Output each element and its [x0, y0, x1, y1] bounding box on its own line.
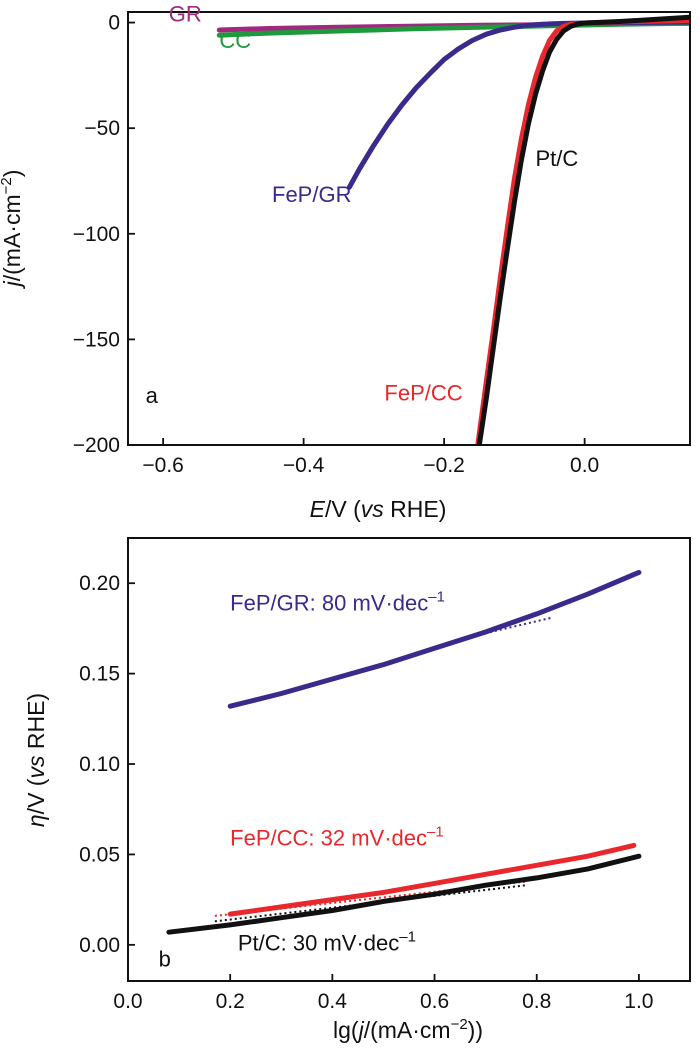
series-annotation: GR	[169, 2, 202, 27]
y-axis-label: j/(mA·cm−2)	[0, 170, 25, 290]
x-tick-label: 0.0	[570, 454, 599, 477]
series-annotation: Pt/C: 30 mV·dec–1	[238, 928, 416, 955]
panel-label: a	[146, 383, 159, 408]
y-tick-label: 0.10	[79, 753, 120, 776]
y-tick-label: −200	[73, 434, 120, 457]
y-tick-label: −150	[73, 328, 120, 351]
series-annotation: FeP/CC	[384, 381, 462, 406]
y-tick-label: 0.05	[79, 843, 120, 866]
plot-frame	[127, 537, 691, 982]
panel-label: b	[159, 947, 171, 972]
x-tick-label: 0.4	[318, 990, 348, 1013]
panel-a: −0.6 −0.4 −0.2 0.0 0 −50 −100 −150 −200 E/V (vs R…	[0, 2, 691, 522]
series-annotation: CC	[219, 28, 251, 53]
x-tick-label: −0.2	[423, 454, 464, 477]
x-tick-label: 0.2	[216, 990, 245, 1013]
x-tick-label: −0.6	[142, 454, 183, 477]
series-annotation: Pt/C	[535, 146, 578, 171]
plot-frame	[127, 11, 691, 446]
y-tick-label: 0.20	[79, 572, 120, 595]
series-fep-cc	[227, 842, 637, 917]
x-tick-label: 0.0	[113, 990, 142, 1013]
series-annotation: FeP/GR	[272, 182, 351, 207]
series-pt-c	[476, 14, 690, 445]
x-tick-label: 0.6	[420, 990, 449, 1013]
x-tick-label: 0.8	[522, 990, 551, 1013]
y-tick-label: −100	[73, 223, 120, 246]
y-tick-label: 0.15	[79, 663, 120, 686]
panel-b: 0.0 0.2 0.4 0.6 0.8 1.0 0.00 0.05 0.10 0.15 0.20 lg…	[23, 537, 691, 1043]
x-axis-label: E/V (vs RHE)	[310, 496, 447, 522]
series-annotation: FeP/CC: 32 mV·dec–1	[230, 823, 444, 850]
y-tick-label: 0.00	[79, 934, 120, 957]
x-tick-label: −0.4	[283, 454, 325, 477]
y-axis-label: η/V (vs RHE)	[23, 693, 49, 827]
y-tick-label: −50	[84, 117, 120, 140]
y-tick-label: 0	[108, 12, 120, 35]
x-tick-label: 1.0	[624, 990, 653, 1013]
series-fep-gr	[227, 569, 642, 709]
series-annotation: FeP/GR: 80 mV·dec–1	[230, 588, 445, 615]
fit-line-0	[475, 616, 553, 637]
x-axis-label: lg(j/(mA·cm−2))	[333, 1016, 483, 1043]
series-pt-c	[166, 853, 642, 935]
